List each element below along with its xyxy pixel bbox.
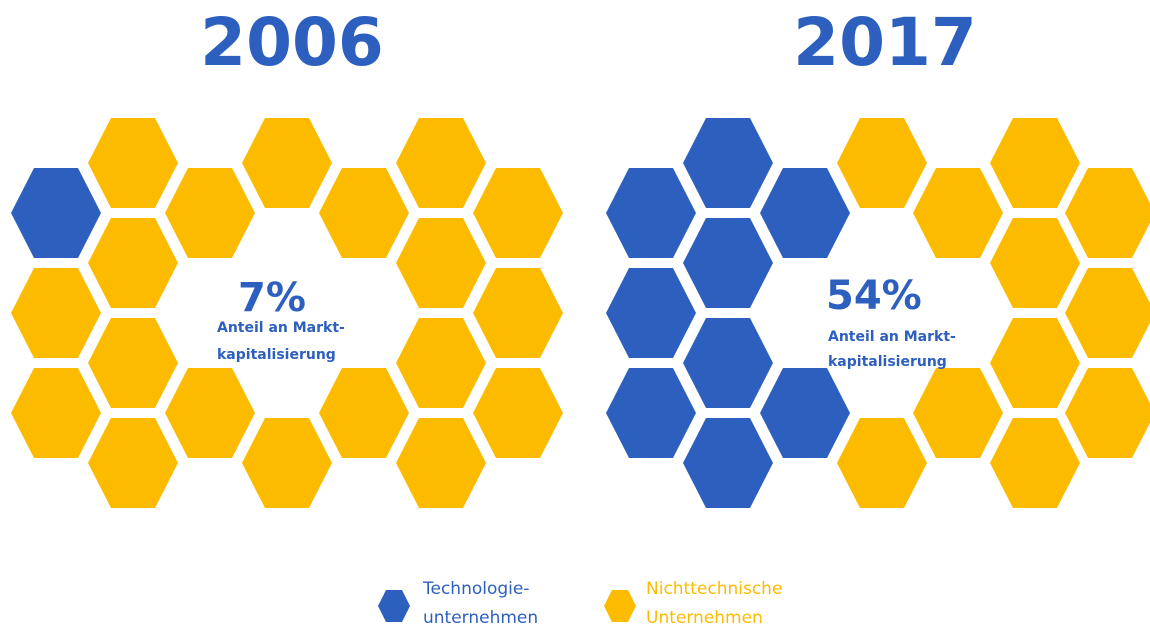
hexagon [88,218,178,308]
hexagon [837,418,927,508]
hexagon [319,368,409,458]
hexagon [319,168,409,258]
hexagon [473,268,563,358]
hexagon [242,418,332,508]
hexagon [990,418,1080,508]
hexagon [242,118,332,208]
hexagon [396,218,486,308]
hexagon [88,318,178,408]
hexagon [990,218,1080,308]
hexagon [1065,368,1150,458]
hexagon [396,418,486,508]
hexagon [11,268,101,358]
year-title: 2006 [200,4,384,81]
hexagon [913,168,1003,258]
legend-swatch [604,590,636,622]
hexagon [913,368,1003,458]
hexagon [88,118,178,208]
hexagon [165,368,255,458]
hexagon [606,268,696,358]
hexagon [88,418,178,508]
hexagon [683,318,773,408]
hex-grid [11,118,1150,508]
share-value: 54% [826,273,922,319]
hexagon [1065,168,1150,258]
hexagon [11,168,101,258]
hexagon [165,168,255,258]
hexagon [683,218,773,308]
caption: Anteil an Markt- [828,329,956,345]
legend-swatch [378,590,410,622]
legend-label: Unternehmen [646,608,763,628]
hexagon [1065,268,1150,358]
legend-label: Nichttechnische [646,579,782,599]
share-value: 7% [238,275,306,321]
hexagon [760,368,850,458]
hexagon [683,418,773,508]
year-title: 2017 [793,4,977,81]
hexagon [683,118,773,208]
hexagon [760,168,850,258]
hexagon [990,118,1080,208]
legend-label: unternehmen [423,608,538,628]
hexagon [606,368,696,458]
hexagon [473,368,563,458]
hexagon [473,168,563,258]
caption: Anteil an Markt- [217,320,345,336]
caption: kapitalisierung [828,354,947,370]
hexagon [606,168,696,258]
hexagon [837,118,927,208]
caption: kapitalisierung [217,347,336,363]
hexagon [396,318,486,408]
hexagon [396,118,486,208]
hexagon [990,318,1080,408]
hexagon [11,368,101,458]
legend-label: Technologie- [422,579,529,599]
